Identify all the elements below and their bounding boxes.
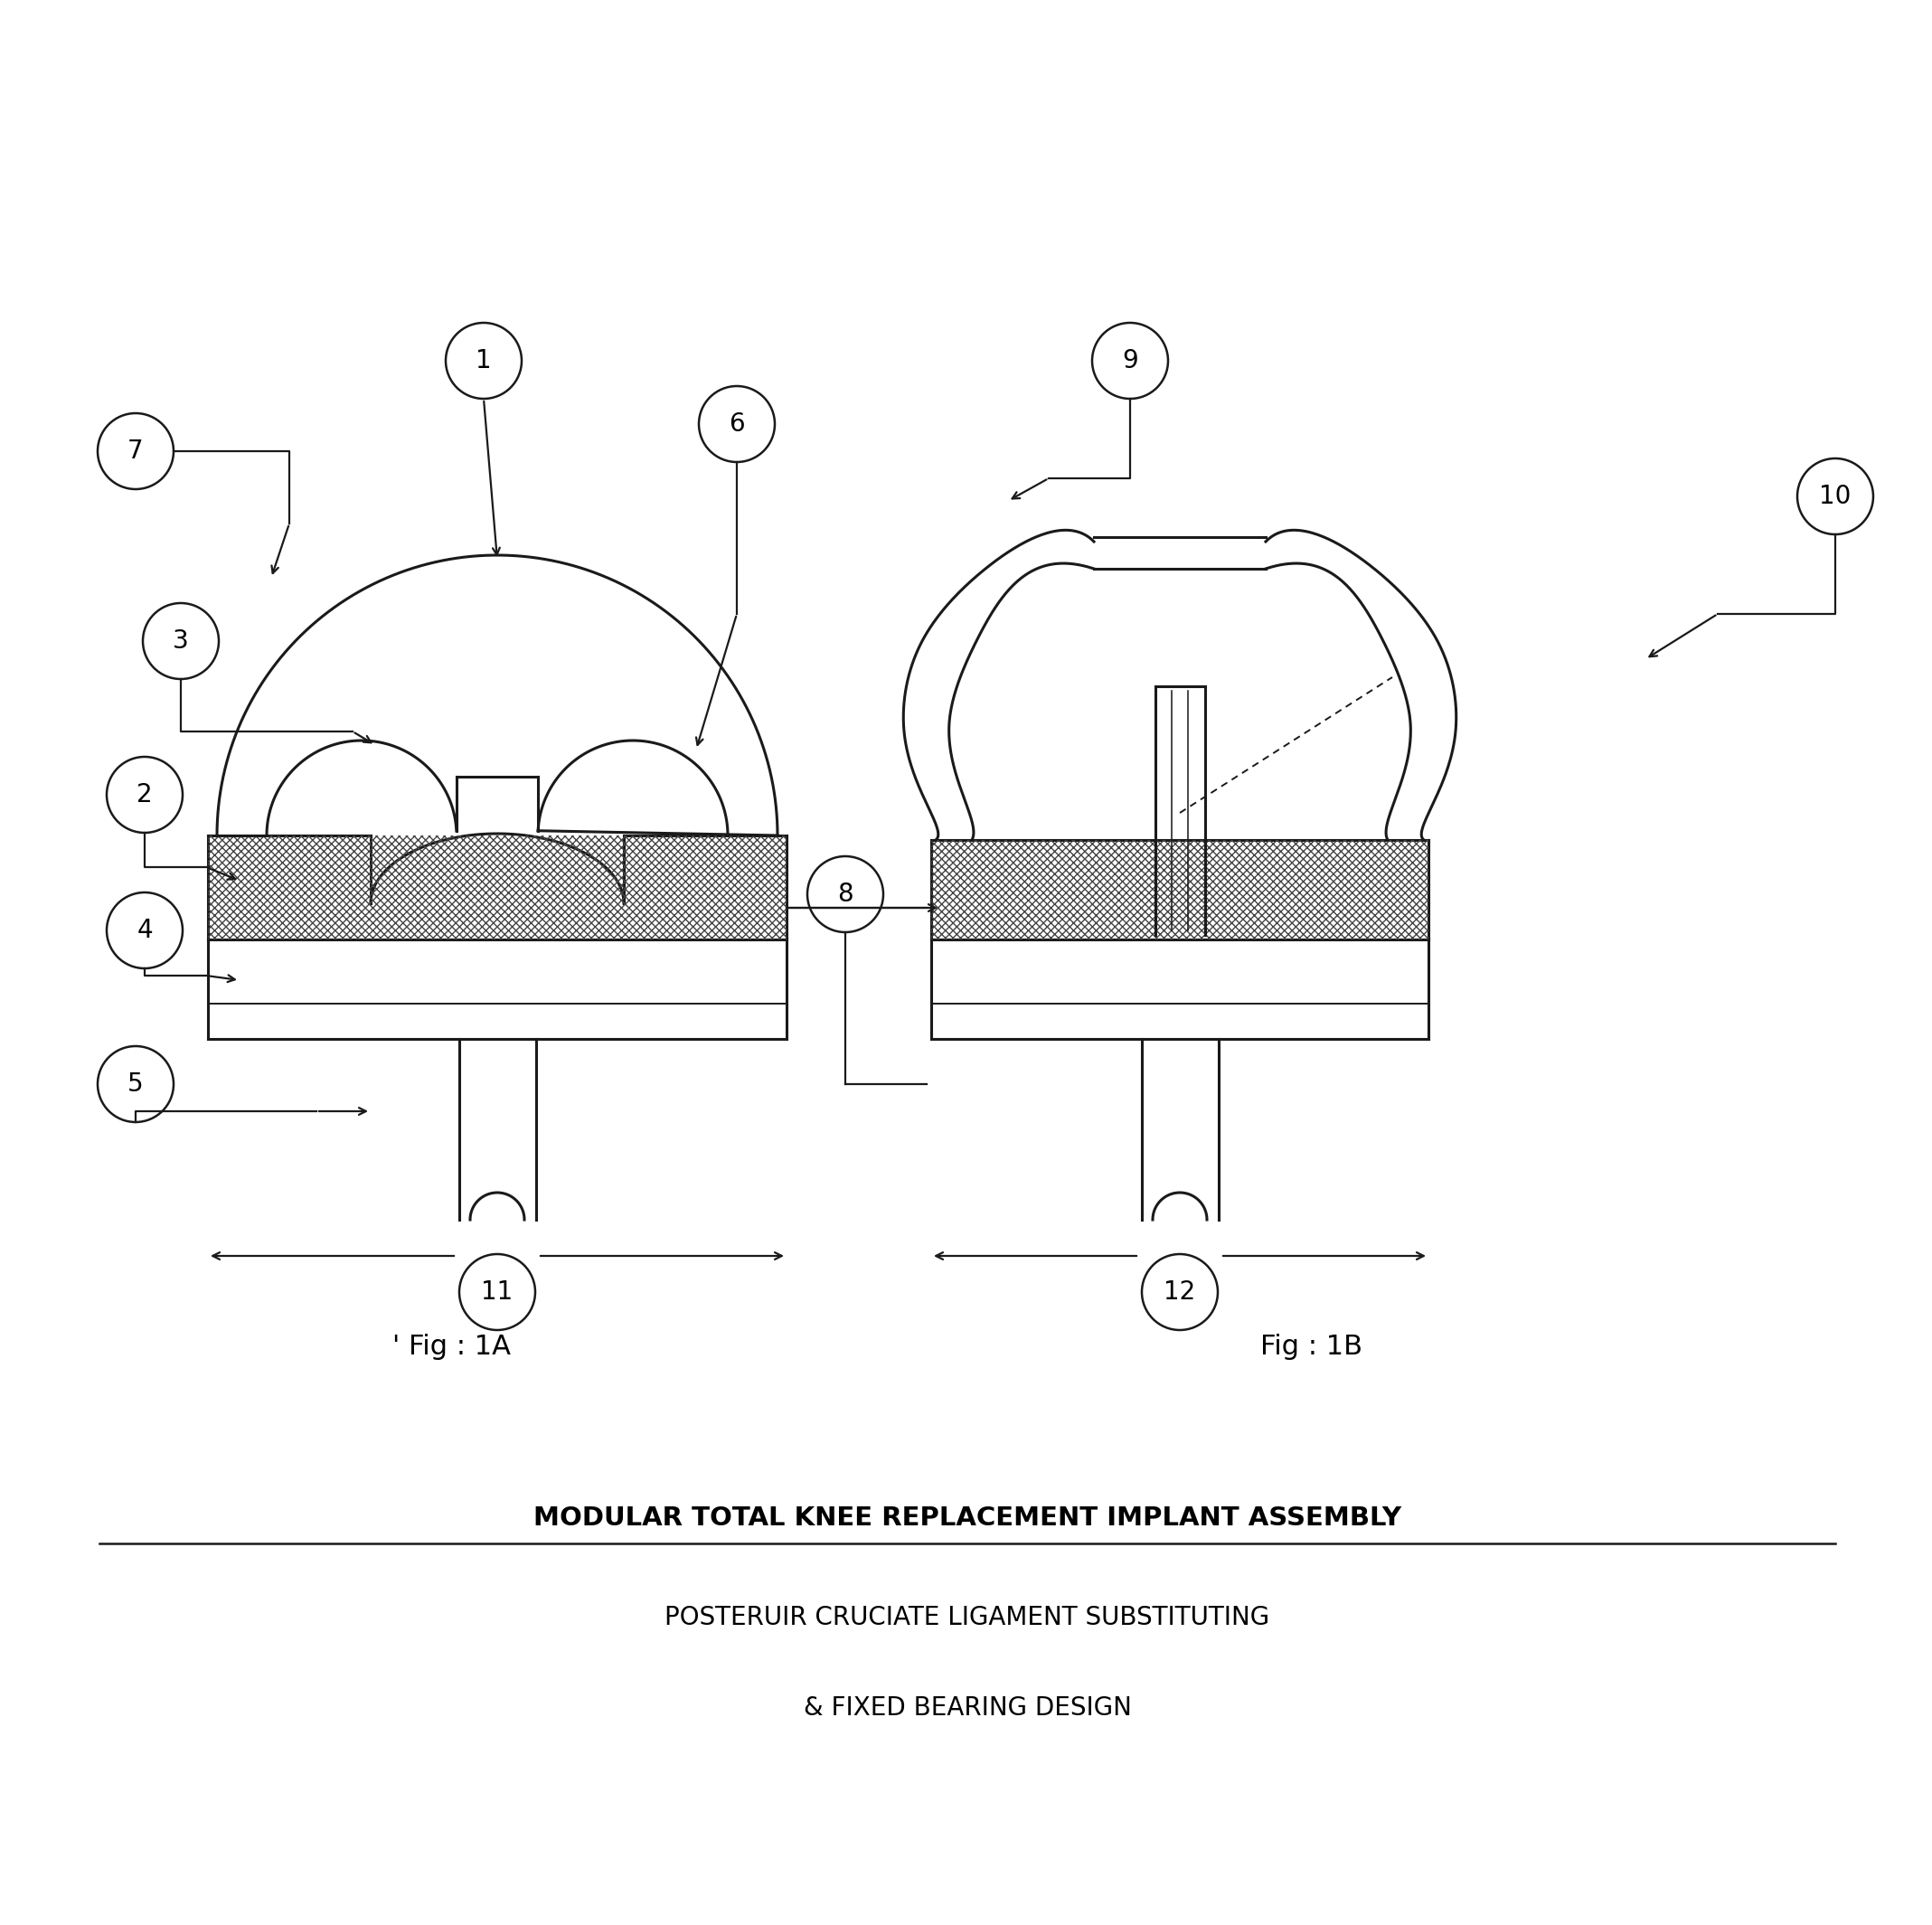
Text: MODULAR TOTAL KNEE REPLACEMENT IMPLANT ASSEMBLY: MODULAR TOTAL KNEE REPLACEMENT IMPLANT A… bbox=[533, 1505, 1401, 1530]
Text: 8: 8 bbox=[837, 882, 854, 907]
Text: & FIXED BEARING DESIGN: & FIXED BEARING DESIGN bbox=[804, 1696, 1132, 1721]
Text: 2: 2 bbox=[137, 782, 153, 807]
Text: 6: 6 bbox=[728, 412, 744, 437]
Text: 11: 11 bbox=[481, 1280, 514, 1305]
Text: 5: 5 bbox=[128, 1072, 143, 1097]
Text: 9: 9 bbox=[1122, 348, 1138, 373]
Bar bbox=[209, 835, 786, 939]
Text: 12: 12 bbox=[1163, 1280, 1196, 1305]
Text: ' Fig : 1A: ' Fig : 1A bbox=[392, 1334, 512, 1359]
Bar bbox=[931, 839, 1428, 939]
Text: Fig : 1B: Fig : 1B bbox=[1260, 1334, 1362, 1359]
Text: 10: 10 bbox=[1820, 483, 1851, 508]
Text: 4: 4 bbox=[137, 918, 153, 943]
Text: 7: 7 bbox=[128, 439, 143, 464]
Text: 3: 3 bbox=[172, 628, 189, 654]
Text: POSTERUIR CRUCIATE LIGAMENT SUBSTITUTING: POSTERUIR CRUCIATE LIGAMENT SUBSTITUTING bbox=[665, 1605, 1269, 1630]
Text: 1: 1 bbox=[475, 348, 491, 373]
